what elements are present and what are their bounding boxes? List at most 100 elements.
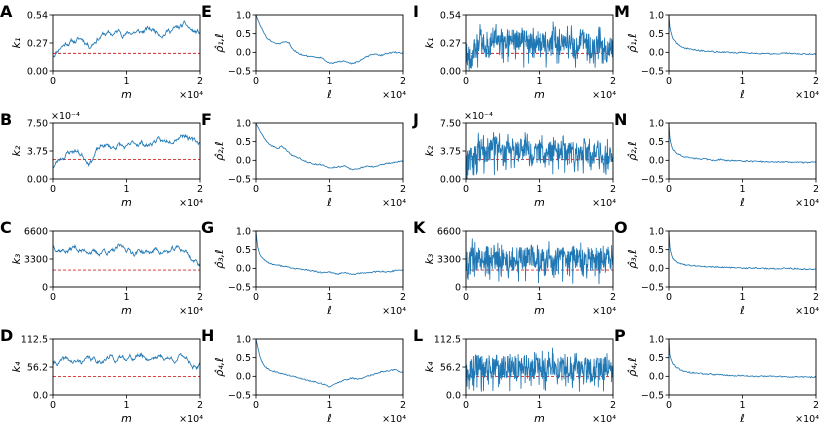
y-tick-label: 1.0 xyxy=(649,334,664,345)
y-axis-label: ρ̂₃,ℓ xyxy=(626,249,639,268)
x-tick-label: 2 xyxy=(197,400,203,411)
y-tick-label: −0.5 xyxy=(641,174,664,185)
x-tick-label: 1 xyxy=(739,184,745,195)
axes-frame xyxy=(668,14,817,72)
x-axis-label: ℓ xyxy=(739,196,745,209)
y-tick-label: 0.27 xyxy=(27,38,48,49)
y-tick-label: 0.00 xyxy=(27,66,48,77)
x-tick-label: 1 xyxy=(326,184,332,195)
x-tick-label: 0 xyxy=(666,76,672,87)
axes-frame xyxy=(52,230,201,288)
y-tick-label: 0.5 xyxy=(649,245,664,256)
y-tick-label: 7.50 xyxy=(27,118,48,129)
y-tick-label: 112.5 xyxy=(434,334,461,345)
x-tick-label: 0 xyxy=(463,400,469,411)
panel-C: C 0 1 2 0 3300 6600 m k₃ ×10⁴ xyxy=(0,218,203,317)
y-tick-label: 3.75 xyxy=(440,146,461,157)
y-tick-label: 3300 xyxy=(437,254,461,265)
series-line xyxy=(52,133,201,169)
x-axis-label: ℓ xyxy=(326,304,332,317)
panel-D: D 0 1 2 0.0 56.2 112.5 m k₄ ×10⁴ xyxy=(0,326,203,425)
panel-letter-E: E xyxy=(201,2,212,21)
y-tick-label: 56.2 xyxy=(440,362,461,373)
x-tick-label: 2 xyxy=(610,76,616,87)
y-axis-label: k₁ xyxy=(423,38,436,49)
panel-I: I 0 1 2 0.00 0.27 0.54 m k₁ ×10⁴ xyxy=(413,2,616,101)
x-axis-label: ℓ xyxy=(739,304,745,317)
y-tick-label: 0.0 xyxy=(236,156,251,167)
x-tick-label: 1 xyxy=(739,76,745,87)
x-tick-label: 2 xyxy=(813,184,819,195)
y-tick-label: 112.5 xyxy=(21,334,48,345)
y-tick-label: 3.75 xyxy=(27,146,48,157)
x-axis-label: m xyxy=(121,412,132,425)
y-tick-label: 0.0 xyxy=(236,264,251,275)
axes-frame xyxy=(52,338,201,396)
x-axis-label: m xyxy=(121,196,132,209)
x-tick-label: 1 xyxy=(536,184,542,195)
x-tick-label: 2 xyxy=(610,184,616,195)
panel-O: O 0 1 2 −0.5 0.0 0.5 1.0 ℓ ρ̂₃,ℓ ×10⁴ xyxy=(614,218,819,317)
x-axis-label: ℓ xyxy=(326,196,332,209)
y-tick-label: 1.0 xyxy=(649,118,664,129)
panel-H: H 0 1 2 −0.5 0.0 0.5 1.0 ℓ ρ̂₄,ℓ ×10⁴ xyxy=(201,326,406,425)
panel-letter-D: D xyxy=(0,326,13,345)
panel-L: L 0 1 2 0.0 56.2 112.5 m k₄ ×10⁴ xyxy=(413,326,616,425)
x-multiplier: ×10⁴ xyxy=(382,306,406,317)
x-multiplier: ×10⁴ xyxy=(795,198,819,209)
y-tick-label: 0.00 xyxy=(440,66,461,77)
y-tick-label: 0.27 xyxy=(440,38,461,49)
x-axis-label: ℓ xyxy=(739,412,745,425)
y-tick-label: 0 xyxy=(455,282,461,293)
x-multiplier: ×10⁴ xyxy=(795,306,819,317)
y-axis-label: k₃ xyxy=(10,253,23,264)
series-line xyxy=(255,15,404,65)
y-tick-label: 0.5 xyxy=(236,137,251,148)
x-tick-label: 0 xyxy=(50,76,56,87)
y-tick-label: −0.5 xyxy=(641,282,664,293)
x-axis-label: ℓ xyxy=(739,88,745,101)
x-tick-label: 2 xyxy=(400,400,406,411)
y-tick-label: 0 xyxy=(42,282,48,293)
x-tick-label: 0 xyxy=(666,292,672,303)
x-tick-label: 0 xyxy=(463,76,469,87)
x-tick-label: 1 xyxy=(326,76,332,87)
panel-letter-O: O xyxy=(614,218,628,237)
panel-letter-I: I xyxy=(413,2,419,21)
x-axis-label: m xyxy=(534,196,545,209)
x-multiplier: ×10⁴ xyxy=(382,414,406,425)
panel-M: M 0 1 2 −0.5 0.0 0.5 1.0 ℓ ρ̂₁,ℓ ×10⁴ xyxy=(614,2,819,101)
y-tick-label: 1.0 xyxy=(236,118,251,129)
panel-N: N 0 1 2 −0.5 0.0 0.5 1.0 ℓ ρ̂₂,ℓ ×10⁴ xyxy=(614,110,819,209)
y-tick-label: 0.5 xyxy=(649,137,664,148)
x-tick-label: 1 xyxy=(123,400,129,411)
x-multiplier: ×10⁴ xyxy=(179,414,203,425)
y-axis-label: ρ̂₂,ℓ xyxy=(626,141,639,160)
y-tick-label: 0.0 xyxy=(33,390,48,401)
x-axis-label: m xyxy=(534,88,545,101)
x-multiplier: ×10⁴ xyxy=(179,198,203,209)
series-line xyxy=(465,132,614,180)
x-tick-label: 2 xyxy=(610,292,616,303)
y-axis-label: k₂ xyxy=(10,145,23,156)
x-tick-label: 2 xyxy=(400,76,406,87)
x-tick-label: 2 xyxy=(197,76,203,87)
y-tick-label: 7.50 xyxy=(440,118,461,129)
series-line xyxy=(52,352,201,371)
y-axis-label: k₄ xyxy=(10,361,23,372)
x-tick-label: 1 xyxy=(123,292,129,303)
x-multiplier: ×10⁴ xyxy=(795,414,819,425)
x-tick-label: 0 xyxy=(666,400,672,411)
series-line xyxy=(53,19,201,58)
x-tick-label: 2 xyxy=(813,292,819,303)
y-tick-label: 0.54 xyxy=(440,10,461,21)
x-multiplier: ×10⁴ xyxy=(382,90,406,101)
y-axis-label: ρ̂₂,ℓ xyxy=(213,141,226,160)
x-tick-label: 1 xyxy=(739,400,745,411)
y-axis-label: ρ̂₃,ℓ xyxy=(213,249,226,268)
y-tick-label: 6600 xyxy=(24,226,48,237)
y-tick-label: 3300 xyxy=(24,254,48,265)
axes-frame xyxy=(255,230,404,288)
x-axis-label: m xyxy=(534,412,545,425)
